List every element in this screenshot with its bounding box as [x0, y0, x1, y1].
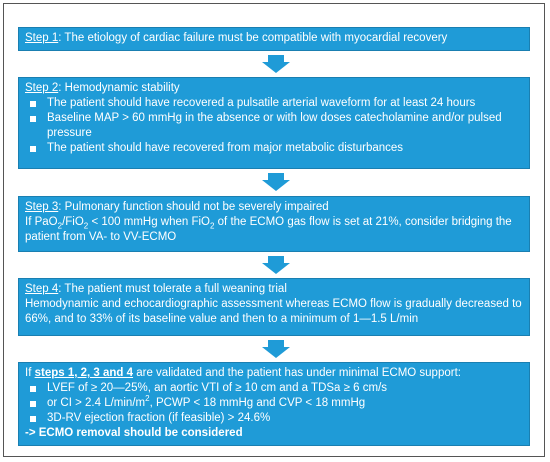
step1-text: Step 1: The etiology of cardiac failure … — [25, 32, 448, 44]
list-item: LVEF of ≥ 20—25%, an aortic VTI of ≥ 10 … — [25, 381, 523, 396]
step1-box: Step 1: The etiology of cardiac failure … — [18, 27, 530, 51]
criteria-list: LVEF of ≥ 20—25%, an aortic VTI of ≥ 10 … — [25, 381, 523, 426]
step4-heading: Step 4: The patient must tolerate a full… — [25, 283, 287, 295]
conclusion-heading: If steps 1, 2, 3 and 4 are validated and… — [25, 367, 461, 379]
down-arrow-icon — [262, 340, 290, 358]
step2-heading: Step 2: Hemodynamic stability — [25, 82, 180, 94]
step3-box: Step 3: Pulmonary function should not be… — [18, 196, 530, 252]
step4-box: Step 4: The patient must tolerate a full… — [18, 278, 530, 336]
step4-body: Hemodynamic and echocardiographic assess… — [25, 298, 522, 325]
conclusion-text: -> ECMO removal should be considered — [25, 427, 243, 439]
down-arrow-icon — [262, 256, 290, 274]
step3-label: Step 3 — [25, 201, 59, 213]
list-item: The patient should have recovered a puls… — [25, 96, 523, 111]
step3-body: If PaO2/FiO2 < 100 mmHg when FiO2 of the… — [25, 216, 512, 243]
step4-label: Step 4 — [25, 283, 59, 295]
down-arrow-icon — [262, 55, 290, 73]
conclusion-box: If steps 1, 2, 3 and 4 are validated and… — [18, 362, 530, 446]
list-item: The patient should have recovered from m… — [25, 141, 523, 156]
step2-label: Step 2 — [25, 82, 59, 94]
list-item: Baseline MAP > 60 mmHg in the absence or… — [25, 111, 523, 141]
step2-box: Step 2: Hemodynamic stability The patien… — [18, 77, 530, 169]
down-arrow-icon — [262, 173, 290, 191]
steps-reference: steps 1, 2, 3 and 4 — [34, 367, 134, 379]
step2-list: The patient should have recovered a puls… — [25, 96, 523, 156]
step3-heading: Step 3: Pulmonary function should not be… — [25, 201, 329, 213]
step1-label: Step 1 — [25, 32, 59, 44]
list-item: 3D-RV ejection fraction (if feasible) > … — [25, 411, 523, 426]
list-item: or CI > 2.4 L/min/m2, PCWP < 18 mmHg and… — [25, 395, 523, 411]
